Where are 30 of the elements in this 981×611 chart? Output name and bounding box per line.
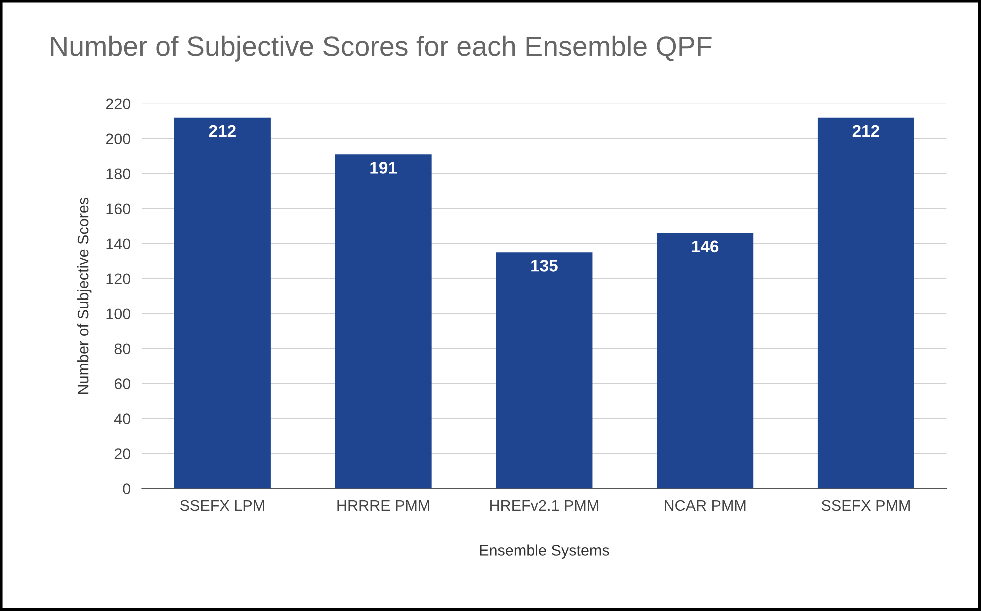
y-tick-label: 200 (106, 134, 131, 145)
bar (174, 118, 271, 489)
y-tick-label: 160 (106, 204, 131, 215)
chart-title: Number of Subjective Scores for each Ensemble QPF (51, 36, 712, 62)
y-tick-label: 40 (114, 414, 131, 424)
y-tick-label: 80 (114, 344, 131, 355)
data-label: 212 (209, 125, 236, 137)
data-label: 146 (692, 240, 719, 253)
x-tick-label: NCAR PMM (665, 500, 746, 512)
x-axis-title: Ensemble Systems (480, 544, 610, 559)
bar (335, 154, 432, 489)
x-tick-label: SSEFX PMM (822, 500, 910, 512)
x-tick-label: HREFv2.1 PMM (490, 500, 598, 511)
y-tick-label: 0 (123, 484, 131, 494)
data-label: 135 (532, 260, 558, 272)
y-tick-label: 120 (106, 274, 131, 285)
y-tick-label: 180 (106, 168, 131, 180)
y-tick-label: 20 (114, 448, 131, 460)
data-label: 191 (370, 162, 398, 174)
bar (818, 118, 914, 489)
data-label: 212 (852, 125, 880, 137)
y-axis-title: Number of Subjective Scores (78, 198, 92, 394)
bar (496, 252, 593, 489)
bar (657, 233, 754, 489)
y-tick-label: 60 (114, 378, 131, 390)
x-tick-label: SSEFX LPM (180, 500, 264, 512)
y-tick-label: 220 (106, 98, 131, 110)
y-tick-label: 100 (106, 308, 131, 320)
y-tick-label: 140 (106, 238, 131, 250)
x-tick-label: HRRRE PMM (338, 500, 430, 511)
